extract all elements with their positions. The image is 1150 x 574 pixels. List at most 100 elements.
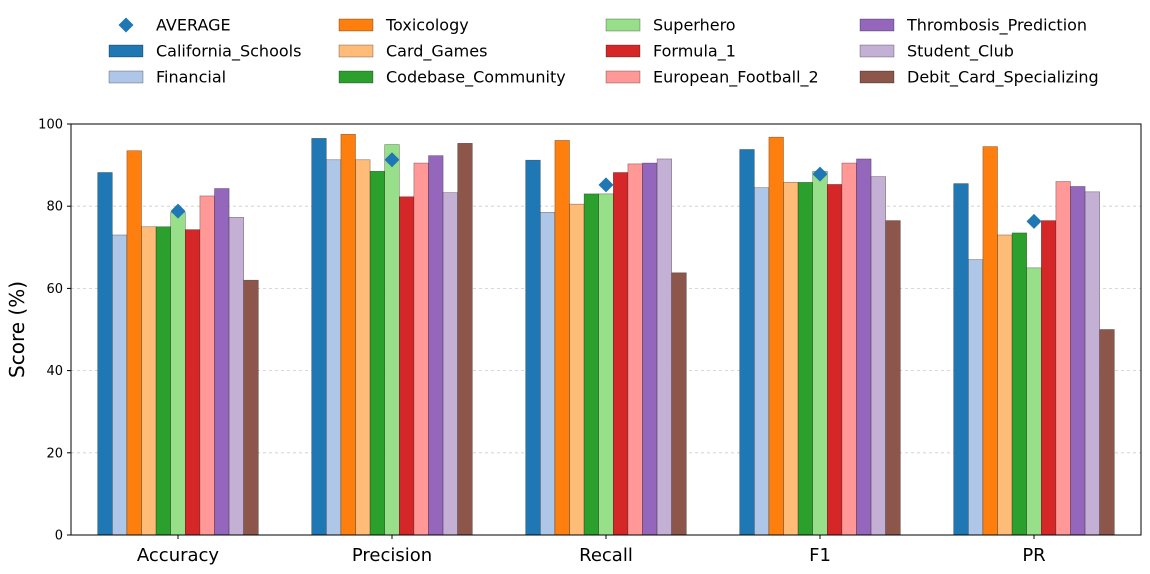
plot-area: 0 20 40 60 80 100 Accuracy Precision Recall F1 PR — [38, 118, 1142, 566]
legend-swatch — [605, 44, 641, 58]
bar-Student_Club-F1 — [870, 176, 886, 536]
bar-Debit_Card_Specializing-PR — [1099, 329, 1115, 536]
x-tick-label: Recall — [579, 545, 633, 566]
y-tick-label: 80 — [46, 200, 63, 215]
bar-Superhero-Precision — [384, 144, 400, 536]
bar-European_Football_2-F1 — [841, 162, 857, 536]
bar-Debit_Card_Specializing-Recall — [671, 272, 687, 536]
average-marker-Recall — [598, 177, 614, 193]
bar-Debit_Card_Specializing-Accuracy — [243, 279, 259, 536]
bar-Toxicology-PR — [982, 146, 998, 536]
legend-label: Student_Club — [907, 42, 1014, 62]
bar-European_Football_2-Recall — [627, 163, 643, 536]
bar-Student_Club-PR — [1084, 191, 1100, 536]
bar-Toxicology-Accuracy — [126, 150, 142, 536]
bar-European_Football_2-Precision — [413, 162, 429, 536]
bar-Card_Games-Accuracy — [141, 226, 157, 536]
legend-swatch — [859, 18, 895, 32]
bar-Student_Club-Precision — [442, 192, 459, 536]
bar-Debit_Card_Specializing-Precision — [457, 143, 473, 536]
bar-Student_Club-Recall — [656, 158, 672, 536]
bar-Formula_1-Accuracy — [185, 229, 201, 536]
bar-Thrombosis_Prediction-Precision — [428, 155, 444, 536]
legend-item-Thrombosis_Prediction: Thrombosis_Prediction — [859, 16, 1087, 36]
legend-item-Codebase_Community: Codebase_Community — [338, 68, 566, 88]
bar-Financial-Recall — [539, 212, 556, 536]
bar-Codebase_Community-Precision — [369, 170, 386, 536]
y-tick-label: 60 — [46, 282, 63, 297]
bar-Codebase_Community-PR — [1011, 232, 1027, 536]
y-tick-label: 0 — [55, 529, 63, 544]
legend-item-Financial: Financial — [108, 68, 226, 87]
average-marker-F1 — [812, 166, 828, 182]
legend-swatch — [605, 70, 641, 84]
average-marker-PR — [1026, 213, 1042, 229]
average-marker-Accuracy — [170, 203, 186, 219]
legend-swatch-diamond — [118, 17, 134, 33]
legend-swatch — [108, 70, 144, 84]
bar-Codebase_Community-Accuracy — [155, 226, 172, 536]
legend-label: Toxicology — [385, 16, 469, 35]
bar-Financial-F1 — [753, 187, 770, 536]
bar-California_Schools-Precision — [311, 138, 327, 536]
bar-Toxicology-F1 — [768, 136, 784, 536]
bar-California_Schools-F1 — [739, 149, 755, 536]
y-tick-label: 100 — [38, 118, 63, 133]
legend-swatch — [605, 18, 641, 32]
legend-label: Financial — [156, 68, 226, 87]
legend-item-Card_Games: Card_Games — [338, 42, 487, 62]
legend-label: Debit_Card_Specializing — [907, 68, 1099, 88]
bar-Superhero-F1 — [812, 170, 828, 536]
y-tick-label: 20 — [46, 446, 63, 461]
bar-Financial-PR — [967, 259, 984, 536]
legend-item-Formula_1: Formula_1 — [605, 42, 736, 62]
bars — [97, 133, 1115, 536]
bar-Student_Club-Accuracy — [228, 216, 245, 536]
bar-Thrombosis_Prediction-Recall — [642, 162, 658, 536]
bar-Formula_1-F1 — [826, 184, 843, 536]
bar-Thrombosis_Prediction-Accuracy — [214, 188, 230, 536]
bar-Formula_1-Recall — [612, 172, 629, 536]
legend-label: Superhero — [653, 16, 736, 35]
bar-Codebase_Community-F1 — [797, 182, 813, 536]
y-axis-title: Score (%) — [5, 281, 29, 378]
x-tick-label: Accuracy — [137, 545, 220, 566]
legend-item-Toxicology: Toxicology — [338, 16, 469, 35]
legend-label: European_Football_2 — [653, 68, 819, 88]
legend-label: Card_Games — [386, 42, 487, 62]
legend-item-AVERAGE: AVERAGE — [118, 16, 231, 35]
bar-Thrombosis_Prediction-F1 — [856, 158, 872, 536]
bar-Thrombosis_Prediction-PR — [1070, 186, 1086, 536]
legend-item-California_Schools: California_Schools — [108, 42, 301, 62]
bar-Debit_Card_Specializing-F1 — [885, 220, 901, 536]
bar-Superhero-Accuracy — [170, 212, 186, 536]
legend-swatch — [108, 44, 144, 58]
legend-swatch — [338, 18, 374, 32]
legend-swatch — [859, 70, 895, 84]
x-tick-label: PR — [1022, 545, 1045, 566]
x-axis: Accuracy Precision Recall F1 PR — [137, 535, 1046, 566]
legend-swatch — [859, 44, 895, 58]
bar-California_Schools-Accuracy — [97, 172, 113, 536]
bar-Financial-Precision — [325, 159, 342, 536]
legend-item-European_Football_2: European_Football_2 — [605, 68, 819, 88]
bar-Financial-Accuracy — [112, 234, 128, 536]
legend-label: Codebase_Community — [386, 68, 566, 88]
bar-Card_Games-PR — [997, 234, 1013, 536]
bar-Superhero-PR — [1026, 267, 1042, 536]
bar-European_Football_2-PR — [1055, 181, 1071, 536]
bar-Codebase_Community-Recall — [583, 193, 599, 536]
bar-Toxicology-Recall — [554, 140, 570, 536]
bar-Formula_1-PR — [1041, 220, 1057, 536]
legend-swatch — [338, 44, 374, 58]
legend-label: Formula_1 — [653, 42, 736, 62]
bar-Formula_1-Precision — [398, 196, 415, 536]
bar-California_Schools-PR — [953, 183, 969, 536]
legend-item-Debit_Card_Specializing: Debit_Card_Specializing — [859, 68, 1099, 88]
bar-Superhero-Recall — [598, 193, 614, 536]
average-marker-Precision — [384, 152, 400, 168]
legend-label: Thrombosis_Prediction — [906, 16, 1087, 36]
bar-Card_Games-Recall — [569, 203, 585, 536]
legend-item-Student_Club: Student_Club — [859, 42, 1014, 62]
